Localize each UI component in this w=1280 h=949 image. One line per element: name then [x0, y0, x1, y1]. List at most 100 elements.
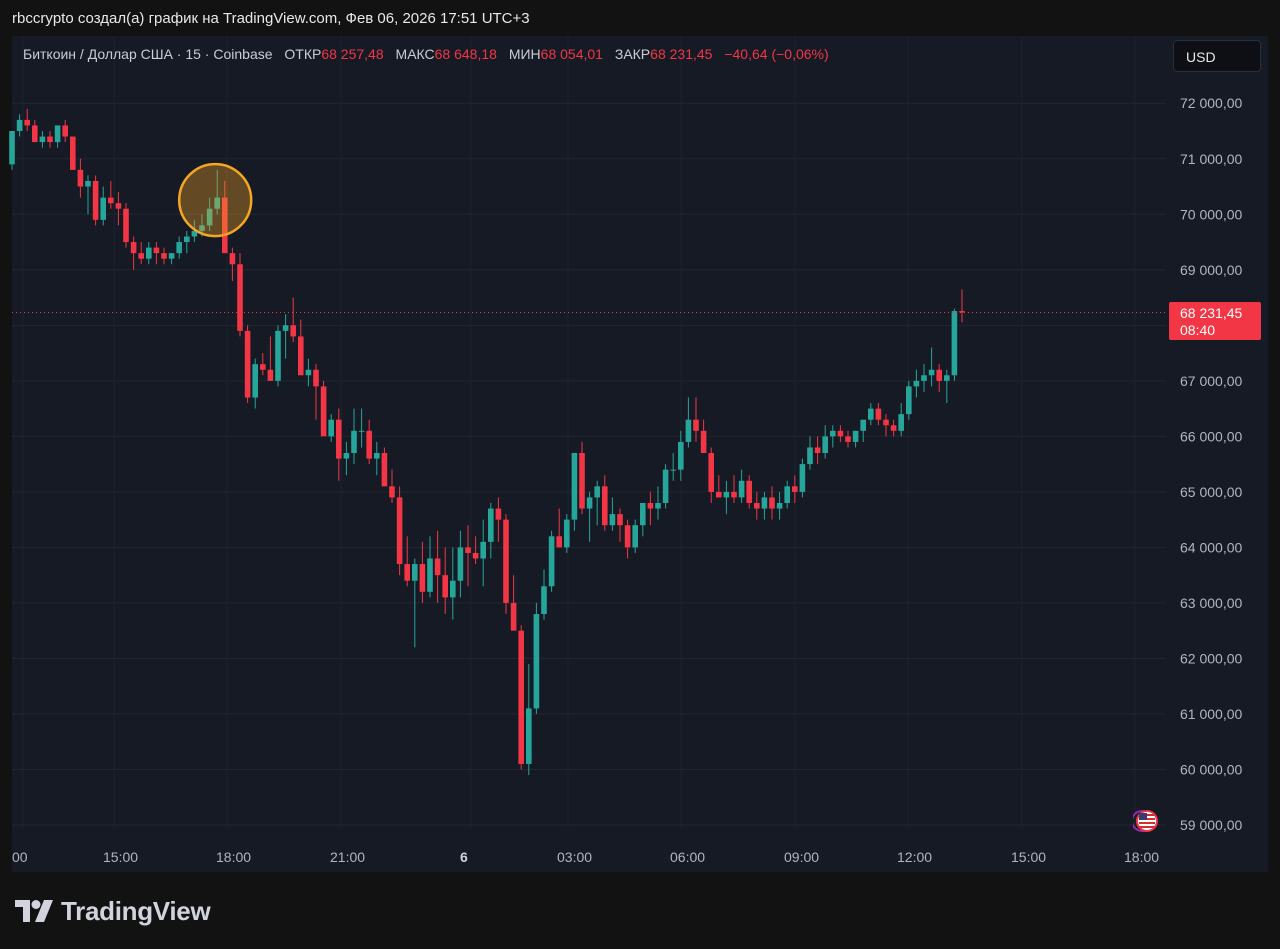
candle[interactable] — [108, 180, 114, 209]
candle[interactable] — [389, 469, 395, 503]
candle[interactable] — [343, 441, 350, 476]
candle[interactable] — [830, 425, 836, 448]
candle[interactable] — [913, 369, 920, 398]
candle[interactable] — [548, 530, 555, 592]
candle[interactable] — [602, 475, 608, 531]
candle[interactable] — [928, 347, 935, 387]
candle[interactable] — [564, 514, 570, 553]
candle[interactable] — [617, 508, 623, 542]
candle[interactable] — [503, 514, 509, 615]
candle[interactable] — [450, 547, 456, 620]
candle[interactable] — [495, 497, 502, 542]
candle[interactable] — [472, 536, 479, 565]
candle[interactable] — [77, 158, 84, 198]
candle[interactable] — [32, 119, 38, 143]
candle[interactable] — [366, 419, 372, 465]
candle[interactable] — [214, 169, 220, 215]
candle[interactable] — [206, 197, 213, 231]
candle[interactable] — [579, 441, 585, 515]
candle[interactable] — [571, 453, 578, 531]
candle[interactable] — [427, 536, 433, 598]
candle[interactable] — [609, 497, 616, 531]
candle[interactable] — [16, 114, 23, 137]
candle[interactable] — [153, 242, 160, 265]
candle[interactable] — [313, 364, 319, 420]
candle[interactable] — [799, 458, 806, 498]
candle[interactable] — [39, 131, 46, 148]
candle[interactable] — [655, 486, 661, 520]
candle[interactable] — [906, 380, 912, 420]
candle[interactable] — [222, 180, 228, 254]
candle[interactable] — [738, 469, 745, 503]
candle[interactable] — [146, 242, 152, 265]
candle[interactable] — [282, 314, 289, 359]
highlight-circle[interactable] — [177, 162, 253, 238]
candle[interactable] — [670, 453, 676, 481]
candle[interactable] — [700, 419, 707, 454]
candle[interactable] — [168, 253, 175, 265]
candle[interactable] — [161, 247, 167, 265]
candle[interactable] — [883, 414, 889, 437]
candle[interactable] — [792, 475, 798, 503]
candle[interactable] — [298, 319, 304, 376]
candle[interactable] — [123, 203, 129, 248]
candle[interactable] — [837, 425, 844, 442]
candle[interactable] — [784, 480, 790, 509]
candle[interactable] — [100, 186, 106, 226]
candle[interactable] — [921, 364, 927, 392]
candle[interactable] — [662, 464, 669, 509]
candle[interactable] — [457, 530, 464, 598]
candle[interactable] — [9, 131, 15, 170]
candle[interactable] — [70, 136, 76, 170]
candle[interactable] — [176, 236, 182, 259]
candle[interactable] — [510, 575, 517, 631]
candle[interactable] — [723, 480, 730, 515]
candle[interactable] — [396, 486, 403, 576]
candle[interactable] — [860, 419, 866, 442]
symbol-title[interactable]: Биткоин / Доллар США · 15 · Coinbase — [23, 46, 273, 62]
candle[interactable] — [115, 192, 122, 226]
candle[interactable] — [845, 430, 851, 448]
currency-button[interactable]: USD — [1173, 40, 1261, 72]
candle[interactable] — [959, 289, 965, 323]
chart-panel[interactable] — [12, 36, 1268, 872]
candle[interactable] — [875, 403, 882, 426]
candle[interactable] — [275, 325, 281, 387]
candle[interactable] — [85, 175, 91, 215]
candle[interactable] — [229, 247, 236, 281]
candle[interactable] — [708, 447, 714, 503]
candle[interactable] — [541, 569, 547, 620]
candle[interactable] — [731, 475, 737, 503]
candle[interactable] — [47, 131, 53, 148]
candle[interactable] — [252, 358, 258, 409]
candle[interactable] — [898, 403, 904, 437]
candle[interactable] — [336, 408, 342, 481]
candle[interactable] — [237, 253, 243, 337]
candle[interactable] — [442, 547, 448, 615]
candle[interactable] — [480, 519, 486, 587]
candle[interactable] — [351, 408, 357, 465]
candle[interactable] — [852, 430, 859, 448]
candle[interactable] — [769, 486, 775, 520]
candle[interactable] — [761, 491, 768, 520]
candle[interactable] — [647, 491, 654, 526]
candle[interactable] — [434, 530, 441, 603]
candle[interactable] — [556, 508, 562, 548]
candle[interactable] — [868, 403, 874, 426]
candle[interactable] — [260, 353, 266, 376]
candle[interactable] — [814, 436, 821, 465]
candle[interactable] — [890, 419, 897, 437]
candle[interactable] — [807, 436, 813, 470]
candle[interactable] — [678, 430, 684, 481]
candle[interactable] — [267, 336, 274, 381]
candle[interactable] — [92, 175, 99, 226]
candle[interactable] — [138, 242, 144, 265]
candle[interactable] — [594, 480, 600, 526]
candle[interactable] — [130, 236, 137, 270]
candle[interactable] — [533, 602, 540, 714]
tradingview-logo[interactable]: TradingView — [15, 896, 211, 926]
candle[interactable] — [184, 230, 190, 254]
candle[interactable] — [24, 108, 30, 131]
candle[interactable] — [632, 519, 638, 553]
candle[interactable] — [951, 308, 958, 381]
